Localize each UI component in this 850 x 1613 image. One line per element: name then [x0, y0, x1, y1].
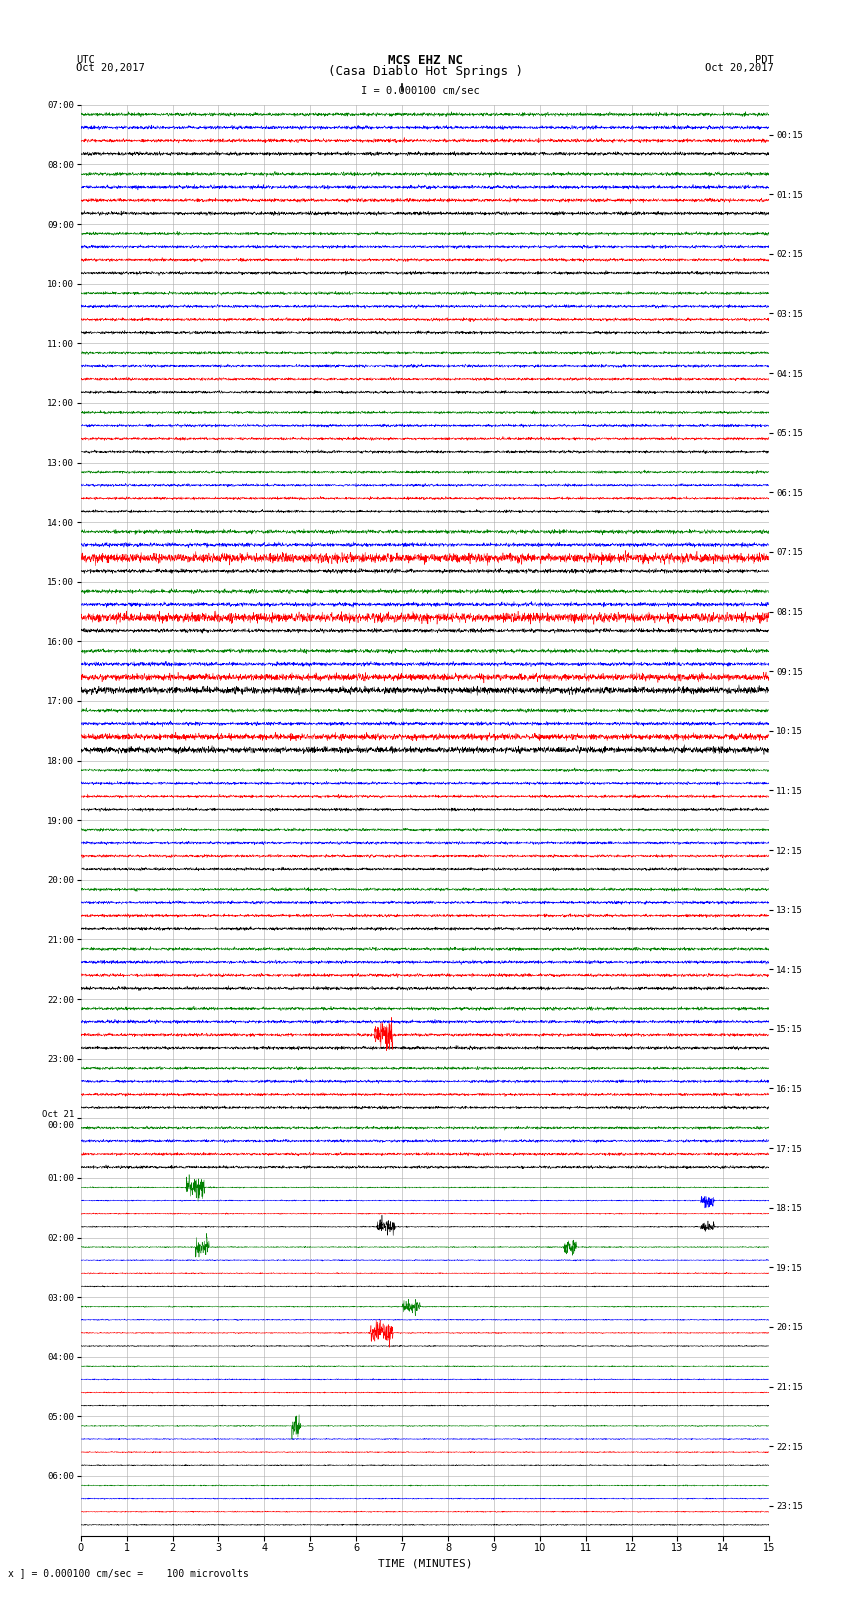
Text: (Casa Diablo Hot Springs ): (Casa Diablo Hot Springs ) [327, 65, 523, 77]
Text: Oct 20,2017: Oct 20,2017 [76, 63, 145, 73]
X-axis label: TIME (MINUTES): TIME (MINUTES) [377, 1558, 473, 1569]
Text: Oct 20,2017: Oct 20,2017 [705, 63, 774, 73]
Text: I = 0.000100 cm/sec: I = 0.000100 cm/sec [361, 85, 480, 97]
Text: MCS EHZ NC: MCS EHZ NC [388, 53, 462, 66]
Text: UTC: UTC [76, 55, 95, 65]
Text: PDT: PDT [755, 55, 774, 65]
Text: x ] = 0.000100 cm/sec =    100 microvolts: x ] = 0.000100 cm/sec = 100 microvolts [8, 1568, 249, 1578]
